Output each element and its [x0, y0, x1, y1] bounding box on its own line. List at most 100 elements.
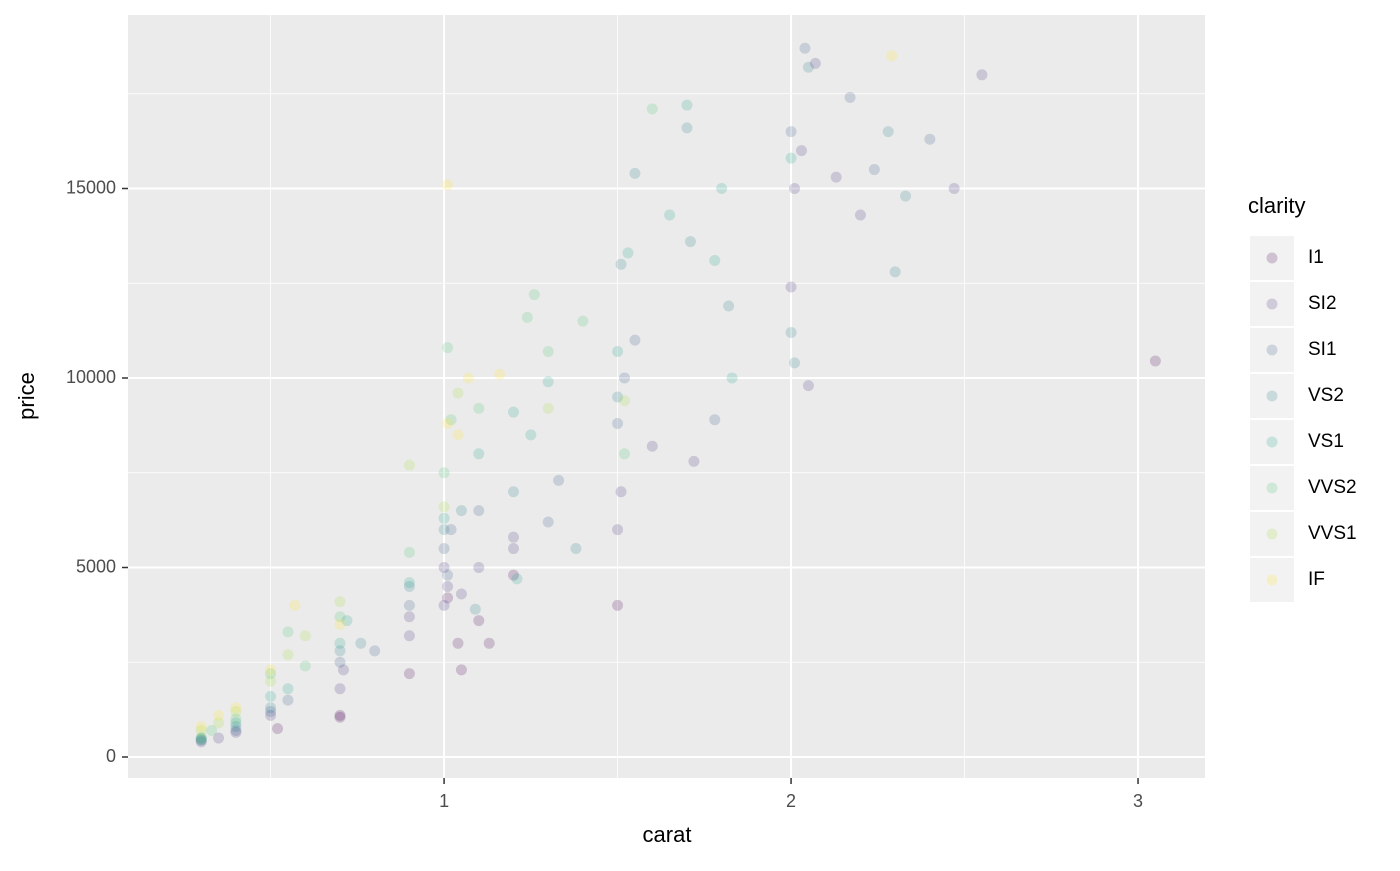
point — [809, 57, 821, 69]
legend-key — [1250, 374, 1294, 418]
point — [681, 99, 693, 111]
point — [213, 709, 225, 721]
point — [726, 372, 738, 384]
point — [213, 732, 225, 744]
point — [462, 372, 474, 384]
point — [612, 345, 624, 357]
point — [789, 183, 801, 195]
legend-marker — [1266, 574, 1278, 586]
point — [553, 474, 565, 486]
point — [265, 675, 277, 687]
point — [299, 660, 311, 672]
point — [830, 171, 842, 183]
point — [442, 342, 454, 354]
point — [455, 664, 467, 676]
point — [282, 649, 294, 661]
point — [213, 717, 225, 729]
point — [282, 626, 294, 638]
point — [272, 723, 284, 735]
point — [403, 668, 415, 680]
point — [494, 368, 506, 380]
point — [542, 376, 554, 388]
point — [230, 726, 242, 738]
x-tick-label: 2 — [786, 791, 796, 811]
point — [684, 236, 696, 248]
point — [265, 709, 277, 721]
point — [195, 724, 207, 736]
point — [629, 334, 641, 346]
point — [230, 721, 242, 733]
point — [948, 183, 960, 195]
y-tick-label: 15000 — [66, 177, 116, 197]
legend-key — [1250, 282, 1294, 326]
point — [473, 505, 485, 517]
legend-label: VS2 — [1308, 385, 1344, 406]
point — [483, 637, 495, 649]
point — [473, 402, 485, 414]
point — [334, 656, 346, 668]
point — [438, 467, 450, 479]
point — [612, 417, 624, 429]
point — [619, 395, 631, 407]
legend-label: IF — [1308, 569, 1325, 590]
point — [403, 577, 415, 589]
point — [195, 734, 207, 746]
point — [681, 122, 693, 134]
point — [334, 709, 346, 721]
x-tick-label: 3 — [1133, 791, 1143, 811]
y-tick-label: 0 — [106, 746, 116, 766]
point — [785, 327, 797, 339]
point — [521, 311, 533, 323]
point — [337, 664, 349, 676]
point — [542, 402, 554, 414]
x-tick-label: 1 — [439, 791, 449, 811]
point — [525, 429, 537, 441]
point — [619, 372, 631, 384]
legend-marker — [1266, 390, 1278, 402]
point — [709, 255, 721, 267]
point — [265, 706, 277, 718]
point — [868, 164, 880, 176]
point — [455, 505, 467, 517]
point — [528, 289, 540, 301]
point — [442, 417, 454, 429]
point — [507, 569, 519, 581]
point — [619, 448, 631, 460]
point — [646, 103, 658, 115]
point — [341, 615, 353, 627]
x-axis-title: carat — [643, 822, 692, 847]
point — [542, 345, 554, 357]
point — [438, 599, 450, 611]
point — [452, 429, 464, 441]
point — [511, 573, 523, 585]
point — [438, 512, 450, 524]
point — [230, 706, 242, 718]
point — [403, 459, 415, 471]
point — [452, 637, 464, 649]
legend-marker — [1266, 482, 1278, 494]
point — [195, 721, 207, 733]
legend-label: VVS2 — [1308, 477, 1357, 498]
point — [282, 694, 294, 706]
point — [615, 258, 627, 270]
point — [403, 611, 415, 623]
legend-label: VVS1 — [1308, 523, 1357, 544]
point — [802, 380, 814, 392]
point — [570, 543, 582, 555]
point — [334, 611, 346, 623]
point — [882, 126, 894, 138]
point — [452, 387, 464, 399]
point — [265, 668, 277, 680]
point — [282, 683, 294, 695]
point — [469, 603, 481, 615]
point — [473, 448, 485, 460]
point — [854, 209, 866, 221]
point — [799, 42, 811, 54]
point — [289, 599, 301, 611]
point — [455, 588, 467, 600]
point — [976, 69, 988, 81]
point — [886, 50, 898, 62]
legend-key — [1250, 512, 1294, 556]
point — [924, 133, 936, 145]
